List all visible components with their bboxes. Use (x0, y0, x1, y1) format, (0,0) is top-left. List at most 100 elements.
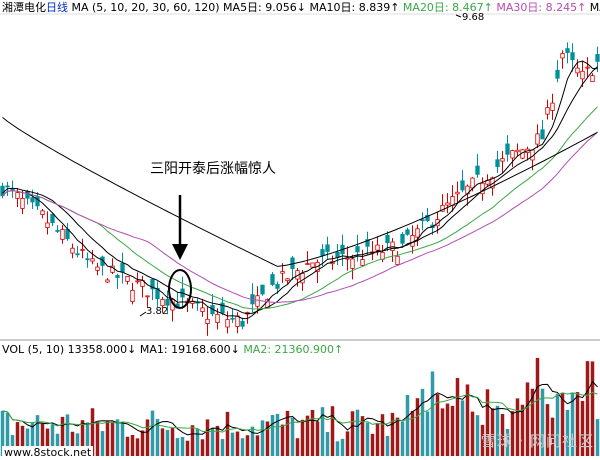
volume-bar (420, 388, 425, 456)
candle-body (470, 177, 475, 189)
candle-body (345, 257, 350, 260)
volume-bar (110, 421, 115, 456)
volume-bar (60, 416, 65, 456)
volume-bar (505, 428, 510, 456)
candle-body (570, 52, 575, 61)
volume-bar (140, 430, 145, 456)
volume-bar (400, 421, 405, 456)
period-label: 日线 (46, 1, 68, 14)
volume-bar (360, 416, 365, 456)
volume-bar (75, 433, 80, 456)
candle-body (230, 317, 235, 320)
volume-bar (445, 403, 450, 456)
candle-body (375, 244, 380, 251)
volume-bar (240, 438, 245, 456)
volume-bar (225, 411, 230, 456)
volume-bar (220, 439, 225, 456)
candle-body (565, 48, 570, 53)
volume-bar (575, 392, 580, 456)
candle-body (475, 165, 480, 175)
volume-bar (380, 414, 385, 456)
candle-body (445, 202, 450, 206)
candle-body (125, 275, 130, 282)
candle-body (90, 258, 95, 262)
candle-body (495, 159, 500, 168)
candle-body (535, 133, 540, 145)
candle-body (55, 230, 60, 232)
candle-body (560, 53, 565, 59)
volume-bar (430, 371, 435, 456)
low-label-tick (139, 311, 147, 317)
candle-body (100, 256, 105, 266)
volume-bar (135, 438, 140, 456)
candle-body (20, 197, 25, 209)
volume-bar (250, 426, 255, 456)
volume-bar (115, 419, 120, 456)
candle-body (145, 295, 150, 298)
ma60-line (2, 117, 598, 267)
candle-body (30, 197, 35, 203)
candle-body (390, 241, 395, 251)
volume-bar (340, 438, 345, 456)
volume-bar (410, 411, 415, 456)
candle-body (385, 235, 390, 244)
volume-bar (180, 436, 185, 456)
volume-bar (125, 436, 130, 456)
volume-bar (145, 419, 150, 456)
volume-bar (245, 435, 250, 456)
vol-params: VOL (5, 10) 13358.000↓ (2, 343, 137, 356)
volume-bar (5, 412, 10, 456)
candle-body (15, 192, 20, 199)
volume-bar (285, 410, 290, 456)
volume-bar (130, 435, 135, 456)
volume-bar (10, 435, 15, 456)
candle-body (320, 249, 325, 256)
volume-bar (290, 417, 295, 456)
volume-bar (440, 408, 445, 456)
candle-body (75, 253, 80, 256)
volume-bar (300, 419, 305, 456)
volume-bar (120, 421, 125, 456)
candle-body (595, 53, 600, 62)
candle-body (435, 219, 440, 227)
candle-body (395, 255, 400, 265)
volume-bar (415, 398, 420, 456)
volume-bar (155, 419, 160, 456)
volume-bar (450, 405, 455, 456)
volume-bar (590, 361, 595, 456)
candle-body (270, 274, 275, 285)
candle-body (305, 263, 310, 265)
volume-bar (585, 361, 590, 456)
candle-body (120, 263, 125, 273)
volume-bar (90, 408, 95, 456)
candle-body (150, 279, 155, 290)
volume-bar (550, 417, 555, 456)
volume-bar (265, 421, 270, 456)
volume-bar (525, 382, 530, 456)
volume-bar (435, 394, 440, 456)
volume-bar (55, 433, 60, 456)
candle-body (5, 185, 10, 188)
candle-body (310, 262, 315, 268)
candle-body (545, 107, 550, 115)
volume-bar (520, 404, 525, 456)
volume-bar (190, 425, 195, 456)
volume-bar (485, 389, 490, 456)
candle-body (50, 213, 55, 224)
volume-bar (530, 388, 535, 456)
volume-bar (150, 410, 155, 456)
volume-bar (320, 407, 325, 456)
low-label: 3.82 (146, 306, 168, 317)
candle-body (350, 258, 355, 269)
candle-body (460, 180, 465, 191)
volume-bar (405, 395, 410, 456)
volume-bar (165, 429, 170, 456)
candle-body (450, 196, 455, 206)
ma10-line (2, 66, 598, 315)
annotation-text: 三阳开泰后涨幅惊人 (150, 161, 276, 177)
candle-body (205, 318, 210, 324)
ma5-line (2, 60, 598, 320)
volume-bar (255, 435, 260, 456)
candle-body (160, 299, 165, 307)
